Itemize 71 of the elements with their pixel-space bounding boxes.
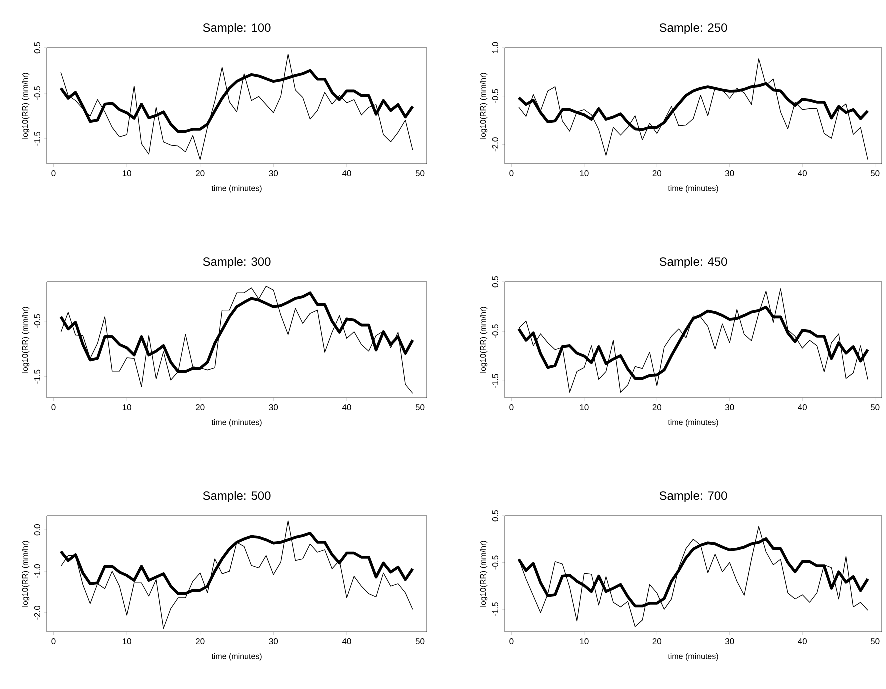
x-tick-label: 20 bbox=[652, 404, 662, 411]
x-tick-label: 20 bbox=[652, 638, 662, 645]
x-axis-title: time (minutes) bbox=[212, 419, 262, 427]
y-axis-title: log10(RR) (mm/hr) bbox=[480, 307, 488, 373]
y-tick-label: -0.5 bbox=[492, 324, 498, 339]
x-tick-label: 30 bbox=[269, 638, 278, 645]
y-axis-title: log10(RR) (mm/hr) bbox=[480, 541, 488, 607]
x-tick-label: 0 bbox=[52, 404, 56, 411]
y-tick-label: -1.5 bbox=[34, 132, 40, 146]
x-tick-label: 20 bbox=[196, 638, 205, 645]
x-tick-label: 50 bbox=[416, 638, 425, 645]
y-tick-label: 0.5 bbox=[492, 510, 498, 522]
chart-title: Sample: 450 bbox=[660, 257, 728, 268]
x-tick-label: 40 bbox=[798, 170, 807, 177]
x-axis-title: time (minutes) bbox=[668, 653, 718, 661]
x-tick-label: 10 bbox=[122, 404, 132, 411]
x-tick-label: 10 bbox=[122, 638, 132, 645]
y-tick-label: 1.0 bbox=[492, 42, 498, 54]
y-tick-label: -1.5 bbox=[492, 374, 498, 388]
x-tick-label: 50 bbox=[870, 404, 880, 411]
x-tick-label: 10 bbox=[580, 638, 589, 645]
x-tick-label: 10 bbox=[580, 404, 589, 411]
x-tick-label: 50 bbox=[870, 638, 880, 645]
x-axis-title: time (minutes) bbox=[668, 419, 718, 427]
x-tick-label: 0 bbox=[510, 638, 514, 645]
y-tick-label: -0.5 bbox=[492, 89, 498, 104]
y-axis-title: log10(RR) (mm/hr) bbox=[22, 307, 30, 373]
chart-title: Sample: 700 bbox=[660, 491, 728, 502]
x-tick-label: 10 bbox=[122, 170, 132, 177]
x-tick-label: 20 bbox=[196, 170, 205, 177]
y-tick-label: -1.0 bbox=[34, 564, 40, 578]
x-tick-label: 30 bbox=[725, 638, 734, 645]
x-tick-label: 40 bbox=[342, 638, 352, 645]
x-tick-label: 30 bbox=[725, 404, 734, 411]
y-tick-label: 0.5 bbox=[492, 276, 498, 288]
x-tick-label: 20 bbox=[196, 404, 205, 411]
x-tick-label: 0 bbox=[52, 638, 56, 645]
y-tick-label: -2.0 bbox=[492, 138, 498, 152]
x-tick-label: 40 bbox=[342, 404, 352, 411]
x-axis-title: time (minutes) bbox=[668, 185, 718, 193]
x-tick-label: 50 bbox=[416, 170, 425, 177]
y-tick-label: -1.5 bbox=[492, 602, 498, 616]
x-tick-label: 10 bbox=[580, 170, 589, 177]
x-tick-label: 20 bbox=[652, 170, 662, 177]
x-tick-label: 0 bbox=[510, 170, 514, 177]
y-tick-label: 0.0 bbox=[34, 524, 40, 536]
x-tick-label: 30 bbox=[725, 170, 734, 177]
x-tick-label: 40 bbox=[342, 170, 352, 177]
chart-title: Sample: 500 bbox=[203, 491, 271, 502]
y-tick-label: -1.5 bbox=[34, 370, 40, 384]
x-tick-label: 50 bbox=[870, 170, 880, 177]
x-tick-label: 30 bbox=[269, 170, 278, 177]
chart-title: Sample: 300 bbox=[203, 257, 271, 268]
y-tick-label: -0.5 bbox=[34, 86, 40, 100]
x-axis-title: time (minutes) bbox=[212, 653, 262, 661]
x-tick-label: 40 bbox=[798, 638, 807, 645]
y-tick-label: -0.5 bbox=[34, 314, 40, 328]
y-tick-label: -2.0 bbox=[34, 606, 40, 620]
y-axis-title: log10(RR) (mm/hr) bbox=[22, 73, 30, 139]
y-tick-label: 0.5 bbox=[34, 42, 40, 54]
x-axis-title: time (minutes) bbox=[212, 185, 262, 193]
x-tick-label: 30 bbox=[269, 404, 278, 411]
y-tick-label: -0.5 bbox=[492, 556, 498, 570]
y-axis-title: log10(RR) (mm/hr) bbox=[480, 73, 488, 139]
x-tick-label: 50 bbox=[416, 404, 425, 411]
x-tick-label: 40 bbox=[798, 404, 807, 411]
x-tick-label: 0 bbox=[510, 404, 514, 411]
x-tick-label: 0 bbox=[52, 170, 56, 177]
chart-title: Sample: 250 bbox=[660, 23, 728, 34]
y-axis-title: log10(RR) (mm/hr) bbox=[22, 541, 30, 607]
chart-title: Sample: 100 bbox=[203, 23, 271, 34]
